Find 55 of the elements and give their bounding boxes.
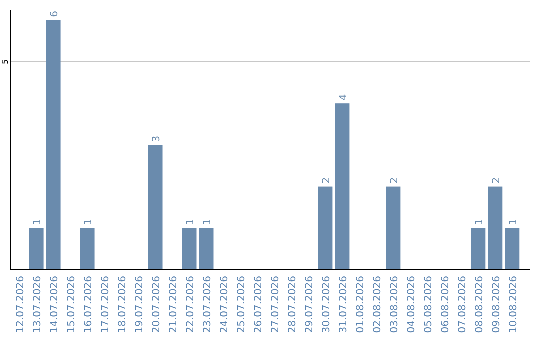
bar <box>488 186 503 270</box>
x-tick-label: 18.07.2026 <box>118 276 129 334</box>
x-tick-label: 20.07.2026 <box>152 276 163 334</box>
y-tick-label: 5 <box>1 59 10 65</box>
x-tick-label: 01.08.2026 <box>355 276 366 334</box>
bar <box>80 228 95 270</box>
bar <box>46 20 61 270</box>
x-tick-label: 21.07.2026 <box>168 276 180 334</box>
x-tick-label: 31.07.2026 <box>338 276 350 334</box>
x-tick-label: 04.08.2026 <box>406 276 418 334</box>
x-tick-label: 10.08.2026 <box>508 276 520 334</box>
bar <box>199 228 214 270</box>
data-label: 2 <box>389 177 400 184</box>
x-tick-label: 14.07.2026 <box>50 276 61 334</box>
x-tick-label: 03.08.2026 <box>389 276 400 334</box>
data-label: 2 <box>321 177 332 184</box>
x-tick-label: 23.07.2026 <box>202 276 214 334</box>
x-tick-label: 29.07.2026 <box>304 276 316 334</box>
x-tick-label: 16.07.2026 <box>84 276 95 334</box>
bar <box>148 145 163 270</box>
bar <box>386 186 401 270</box>
x-tick-label: 30.07.2026 <box>321 276 332 334</box>
data-label: 1 <box>508 219 520 226</box>
bar <box>505 228 520 270</box>
x-tick-label: 06.08.2026 <box>440 276 452 334</box>
x-tick-label: 02.08.2026 <box>372 276 384 334</box>
x-tick-label: 07.08.2026 <box>457 276 468 334</box>
bar <box>29 228 44 270</box>
x-tick-label: 26.07.2026 <box>254 276 265 334</box>
x-tick-label: 08.08.2026 <box>474 276 486 334</box>
x-tick-label: 22.07.2026 <box>186 276 197 334</box>
x-tick-label: 12.07.2026 <box>16 276 27 334</box>
x-tick-label: 09.08.2026 <box>491 276 502 334</box>
data-label: 1 <box>84 219 95 226</box>
x-tick-label: 24.07.2026 <box>220 276 231 334</box>
x-tick-label: 27.07.2026 <box>270 276 282 334</box>
x-tick-label: 28.07.2026 <box>287 276 298 334</box>
x-tick-label: 05.08.2026 <box>423 276 434 334</box>
data-label: 1 <box>32 219 44 226</box>
data-label: 1 <box>202 219 214 226</box>
bar <box>318 186 333 270</box>
data-label: 3 <box>152 136 163 142</box>
bar <box>182 228 197 270</box>
data-label: 1 <box>186 219 197 226</box>
x-tick-label: 17.07.2026 <box>100 276 112 334</box>
x-tick-label: 15.07.2026 <box>66 276 78 334</box>
x-tick-label: 25.07.2026 <box>236 276 248 334</box>
bar <box>471 228 486 270</box>
data-label: 1 <box>474 219 486 226</box>
bar <box>335 104 350 270</box>
x-tick-label: 13.07.2026 <box>32 276 44 334</box>
data-label: 4 <box>338 94 350 101</box>
x-tick-label: 19.07.2026 <box>134 276 146 334</box>
data-label: 6 <box>50 11 61 18</box>
data-label: 2 <box>491 177 502 184</box>
